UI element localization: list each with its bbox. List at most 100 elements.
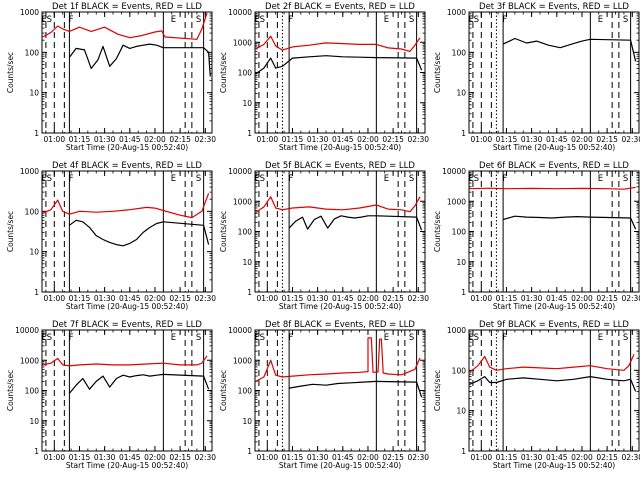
region-label: S: [260, 15, 265, 25]
x-tick-label: 02:00: [357, 135, 379, 144]
y-tick-label: 1000: [20, 8, 39, 17]
series-line-lld: [42, 12, 208, 40]
panel-det-2: Det 2f BLACK = Events, RED = LLD 1 10 100 10…: [219, 2, 429, 152]
region-label: S: [623, 15, 628, 25]
region-label: S: [260, 174, 265, 184]
y-tick-label: 1000: [20, 167, 39, 176]
y-tick-label: 10: [456, 407, 466, 416]
x-tick-label: 02:00: [357, 453, 379, 462]
series-line-lld: [255, 337, 421, 382]
region-label: E: [469, 333, 474, 343]
region-label: E: [42, 174, 47, 184]
region-label: F: [502, 15, 507, 25]
panel-title: Det 4f BLACK = Events, RED = LLD: [52, 161, 202, 171]
region-label: S: [474, 174, 479, 184]
x-tick-label: 02:15: [382, 453, 404, 462]
panel-title: Det 8f BLACK = Events, RED = LLD: [265, 320, 415, 330]
region-label: S: [474, 333, 479, 343]
x-tick-label: 02:15: [596, 453, 618, 462]
y-tick-label: 100: [25, 207, 40, 216]
panel-det-9: Det 9f BLACK = Events, RED = LLD 1 10 100 10…: [433, 320, 640, 470]
x-tick-label: 01:30: [307, 453, 329, 462]
region-label: S: [409, 333, 414, 343]
y-tick-label: 10: [242, 258, 252, 267]
x-tick-label: 02:30: [407, 453, 429, 462]
y-tick-label: 1: [461, 129, 466, 138]
region-label: E: [171, 15, 176, 25]
x-tick-label: 02:15: [169, 135, 191, 144]
panel-det-7: Det 7f BLACK = Events, RED = LLD 1 10 100 10…: [6, 320, 216, 470]
x-tick-label: 01:45: [332, 453, 354, 462]
series-line-events: [288, 215, 423, 231]
series-line-events: [469, 376, 637, 392]
series-line-events: [288, 380, 423, 398]
y-axis-label: Counts/sec: [6, 52, 15, 93]
x-tick-label: 02:00: [571, 294, 593, 303]
x-tick-label: 01:15: [282, 294, 304, 303]
x-axis-label: Start Time (20-Aug-15 00:52:40): [66, 302, 188, 311]
x-tick-label: 02:15: [382, 294, 404, 303]
y-tick-label: 1000: [447, 8, 466, 17]
x-tick-label: 02:00: [571, 135, 593, 144]
region-label: S: [623, 333, 628, 343]
y-tick-label: 10: [29, 417, 39, 426]
region-label: F: [502, 333, 507, 343]
panel-title: Det 1f BLACK = Events, RED = LLD: [52, 2, 202, 12]
y-tick-label: 10000: [228, 8, 252, 17]
x-tick-label: 01:00: [256, 453, 278, 462]
x-tick-label: 01:00: [470, 453, 492, 462]
y-tick-label: 1000: [447, 326, 466, 335]
region-label: S: [47, 333, 52, 343]
y-axis-label: Counts/sec: [219, 211, 228, 252]
x-tick-label: 01:15: [69, 453, 91, 462]
plot-frame: [468, 11, 640, 134]
x-tick-label: 02:30: [621, 135, 640, 144]
region-label: S: [47, 174, 52, 184]
y-tick-label: 100: [238, 228, 253, 237]
region-label: F: [502, 174, 507, 184]
series-line-lld: [469, 186, 636, 190]
region-label: E: [598, 333, 603, 343]
panel-title: Det 3f BLACK = Events, RED = LLD: [479, 2, 629, 12]
region-label: F: [69, 15, 74, 25]
y-axis-label: Counts/sec: [433, 370, 442, 411]
region-label: S: [196, 333, 201, 343]
y-axis-label: Counts/sec: [6, 211, 15, 252]
x-axis-label: Start Time (20-Aug-15 00:52:40): [279, 302, 401, 311]
x-tick-label: 01:15: [496, 294, 518, 303]
series-line-events: [502, 37, 637, 62]
y-axis-label: Counts/sec: [219, 52, 228, 93]
x-axis-label: Start Time (20-Aug-15 00:52:40): [279, 461, 401, 470]
y-axis-label: Counts/sec: [219, 370, 228, 411]
x-tick-label: 01:30: [521, 294, 543, 303]
y-tick-label: 100: [238, 387, 253, 396]
plot-frame: [41, 11, 213, 134]
x-tick-label: 01:15: [69, 135, 91, 144]
x-tick-label: 02:00: [144, 453, 166, 462]
x-tick-label: 01:00: [43, 135, 65, 144]
x-tick-label: 01:00: [43, 453, 65, 462]
y-tick-label: 100: [25, 387, 40, 396]
x-tick-label: 01:45: [546, 294, 568, 303]
region-label: S: [623, 174, 628, 184]
series-line-events: [68, 43, 211, 77]
y-tick-label: 1: [461, 288, 466, 297]
x-tick-label: 01:45: [119, 453, 141, 462]
x-tick-label: 02:15: [596, 135, 618, 144]
y-tick-label: 10: [29, 248, 39, 257]
panel-title: Det 2f BLACK = Events, RED = LLD: [265, 2, 415, 12]
x-tick-label: 02:15: [169, 453, 191, 462]
region-label: F: [69, 333, 74, 343]
x-tick-label: 02:00: [357, 294, 379, 303]
y-tick-label: 10000: [228, 167, 252, 176]
x-tick-label: 01:45: [546, 135, 568, 144]
x-tick-label: 01:00: [256, 294, 278, 303]
x-tick-label: 01:15: [69, 294, 91, 303]
panel-det-4: Det 4f BLACK = Events, RED = LLD 1 10 100 10…: [6, 161, 216, 311]
y-tick-label: 100: [25, 48, 40, 57]
plot-frame: [254, 329, 426, 452]
x-axis-label: Start Time (20-Aug-15 00:52:40): [66, 461, 188, 470]
y-tick-label: 1: [247, 129, 252, 138]
x-tick-label: 01:30: [521, 453, 543, 462]
y-tick-label: 1: [34, 129, 39, 138]
